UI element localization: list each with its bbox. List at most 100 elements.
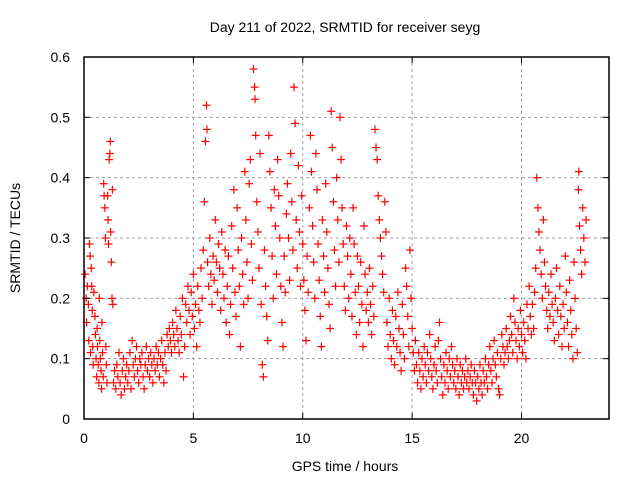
data-point xyxy=(96,354,105,363)
data-point xyxy=(331,282,340,291)
data-point xyxy=(200,197,209,206)
data-point xyxy=(475,360,484,369)
data-point xyxy=(358,342,367,351)
data-point xyxy=(282,209,291,218)
data-point xyxy=(529,324,538,333)
data-point xyxy=(194,306,203,315)
data-point xyxy=(574,167,583,176)
data-point xyxy=(494,384,503,393)
data-point xyxy=(275,234,284,242)
data-point xyxy=(384,342,393,351)
data-point xyxy=(571,294,580,303)
data-point xyxy=(166,336,175,345)
data-point xyxy=(230,288,239,297)
data-point xyxy=(319,252,328,261)
data-point xyxy=(405,246,414,255)
data-point xyxy=(342,221,351,230)
data-point xyxy=(142,342,151,351)
data-point xyxy=(414,348,423,357)
data-point xyxy=(451,384,460,393)
data-point xyxy=(108,185,117,194)
data-point xyxy=(157,336,166,345)
data-point xyxy=(111,384,120,393)
data-point xyxy=(565,276,574,285)
data-point xyxy=(430,360,438,369)
data-point xyxy=(431,342,440,351)
data-point xyxy=(180,342,189,351)
data-point xyxy=(202,101,211,110)
data-point xyxy=(497,330,506,339)
data-point xyxy=(539,215,548,224)
data-point xyxy=(105,155,114,164)
data-point xyxy=(496,354,505,363)
x-tick-label: 5 xyxy=(189,430,197,446)
grid-lines xyxy=(84,57,609,419)
data-point xyxy=(235,282,244,291)
data-point xyxy=(368,282,377,291)
data-point xyxy=(162,366,171,375)
data-point xyxy=(379,288,388,297)
data-point xyxy=(411,336,420,345)
data-point xyxy=(536,246,545,255)
data-point xyxy=(128,336,137,345)
data-point xyxy=(97,366,106,375)
data-point xyxy=(236,342,245,351)
data-point xyxy=(392,342,401,351)
data-point xyxy=(518,348,527,357)
data-point xyxy=(353,252,362,261)
data-point xyxy=(439,360,448,369)
data-point xyxy=(382,318,391,327)
data-point xyxy=(408,324,417,333)
data-point xyxy=(270,185,279,194)
data-point xyxy=(513,354,522,363)
data-point xyxy=(344,294,353,303)
data-point xyxy=(115,348,123,357)
data-point xyxy=(113,372,122,381)
data-point xyxy=(500,360,508,369)
data-point xyxy=(531,264,540,273)
data-point xyxy=(116,378,125,387)
data-point xyxy=(364,318,373,327)
data-point xyxy=(251,131,260,140)
data-point xyxy=(226,300,235,309)
data-point xyxy=(369,312,378,321)
data-point xyxy=(171,306,180,315)
data-point xyxy=(397,366,406,375)
data-point xyxy=(473,372,482,381)
data-point xyxy=(509,294,518,303)
data-point xyxy=(390,360,399,369)
data-point xyxy=(249,65,258,74)
data-point xyxy=(395,324,403,333)
data-point xyxy=(108,294,116,303)
data-point xyxy=(492,372,501,381)
data-point xyxy=(303,252,312,261)
data-point xyxy=(274,191,283,200)
data-point xyxy=(351,288,360,297)
data-point xyxy=(567,330,576,339)
data-point xyxy=(445,354,454,363)
data-point xyxy=(280,252,289,261)
data-point xyxy=(556,312,565,321)
data-point xyxy=(228,264,237,273)
y-tick-label: 0.4 xyxy=(51,170,71,186)
data-point xyxy=(311,149,320,158)
data-point xyxy=(93,342,102,351)
data-point xyxy=(127,384,136,393)
data-point xyxy=(434,336,443,345)
data-point xyxy=(472,396,481,405)
data-point xyxy=(81,270,90,279)
data-point xyxy=(269,294,278,303)
data-point xyxy=(490,336,499,345)
data-point xyxy=(514,324,523,333)
data-point xyxy=(189,270,198,279)
data-point xyxy=(102,360,111,369)
data-point xyxy=(201,137,210,146)
data-point xyxy=(469,390,478,399)
data-point xyxy=(432,366,441,375)
data-point xyxy=(578,203,587,212)
data-point xyxy=(543,324,552,333)
data-point xyxy=(197,264,206,273)
data-point xyxy=(188,312,197,321)
data-point xyxy=(290,83,298,92)
